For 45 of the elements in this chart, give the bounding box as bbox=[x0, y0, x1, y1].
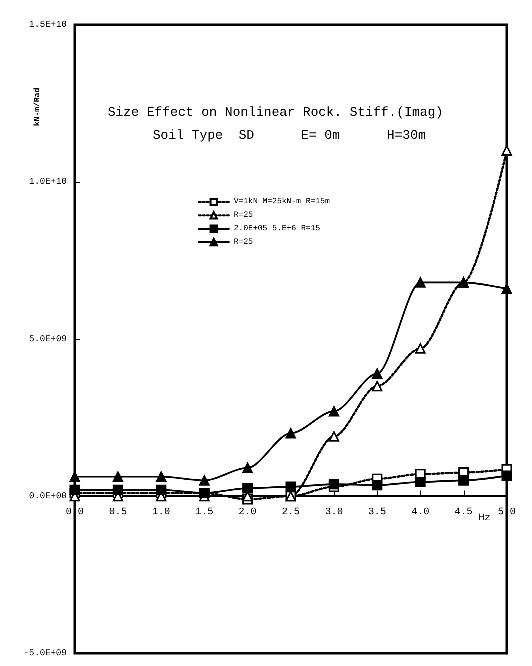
x-axis-title: Hz bbox=[478, 513, 491, 524]
x-tick-label: 4.5 bbox=[454, 507, 473, 518]
point bbox=[286, 482, 296, 492]
point bbox=[199, 475, 210, 486]
legend-label: R=25 bbox=[234, 211, 254, 220]
x-tick-label: 4.0 bbox=[412, 507, 430, 518]
legend-label: R=25 bbox=[234, 238, 254, 247]
legend-label: V=1kN M=25kN-m R=15m bbox=[234, 198, 330, 207]
point bbox=[156, 472, 167, 482]
point bbox=[328, 431, 340, 442]
x-tick-label: 3.0 bbox=[325, 507, 344, 518]
point bbox=[502, 470, 512, 482]
point bbox=[328, 406, 340, 417]
y-tick-label: 5.0E+09 bbox=[29, 334, 67, 344]
point bbox=[372, 480, 383, 491]
x-tick-label: 0.5 bbox=[109, 507, 128, 518]
y-tick-label: 1.5E+10 bbox=[29, 20, 67, 30]
legend-label: 2.0E+05 5.E+6 R=15 bbox=[234, 224, 321, 234]
x-tick-label: 3.5 bbox=[368, 507, 386, 518]
point bbox=[328, 479, 340, 490]
text: Size Effect on Nonlinear Rock. Stiff.(Imag) bbox=[108, 105, 444, 120]
x-tick-label: 1.5 bbox=[196, 507, 214, 518]
y-tick-label: 0.0E+00 bbox=[29, 491, 67, 502]
point bbox=[112, 484, 124, 496]
x-tick-label: 1.0 bbox=[152, 507, 170, 518]
point bbox=[415, 476, 426, 488]
point bbox=[242, 462, 254, 474]
y-tick-label: -5.0E+09 bbox=[24, 648, 67, 658]
point bbox=[372, 368, 383, 380]
point bbox=[286, 428, 296, 439]
point bbox=[242, 483, 254, 494]
x-tick-label: 2.0 bbox=[238, 507, 257, 518]
point bbox=[415, 343, 426, 354]
y-tick-label: 1.0E+10 bbox=[29, 177, 67, 188]
point bbox=[458, 475, 470, 486]
point bbox=[156, 484, 167, 496]
point bbox=[502, 284, 512, 294]
point bbox=[70, 472, 80, 482]
point bbox=[372, 381, 383, 392]
point bbox=[112, 472, 124, 482]
point bbox=[415, 277, 426, 288]
x-tick-label: 2.5 bbox=[282, 507, 300, 518]
point bbox=[502, 145, 512, 156]
text: Soil Type SD E= 0m H=30m bbox=[153, 128, 426, 143]
y-axis-title: kN-m/Rad bbox=[34, 88, 42, 126]
